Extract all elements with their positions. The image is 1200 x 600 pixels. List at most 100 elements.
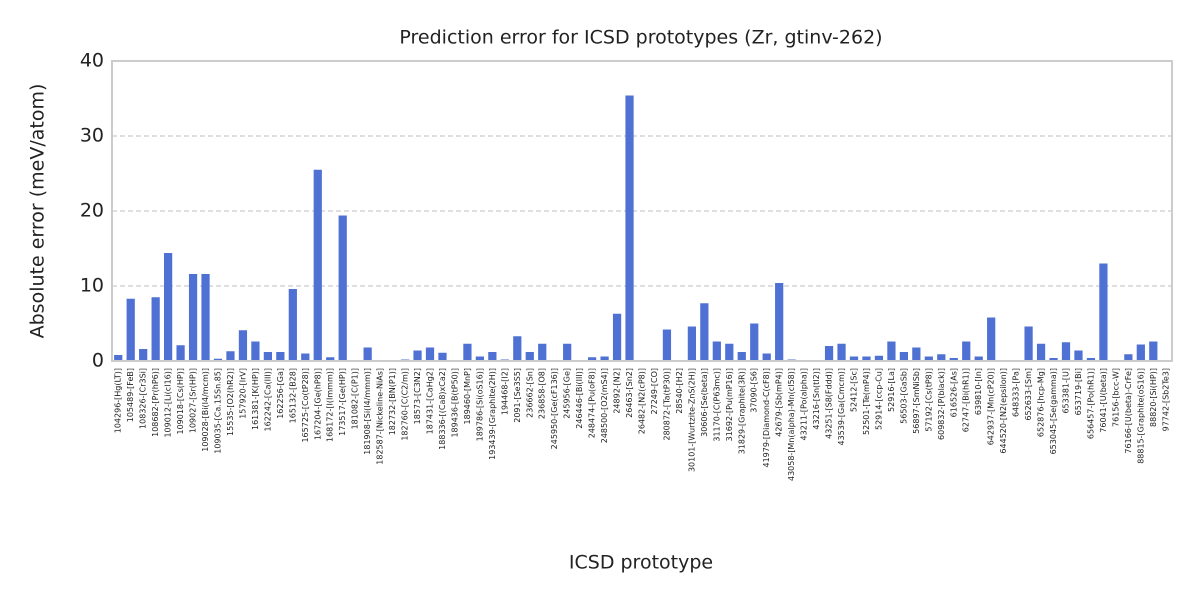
x-tick-label: 37090-[S6]: [750, 368, 759, 413]
x-tick-label: 609832-[P(black)]: [937, 368, 946, 440]
x-tick-label: 88820-[Si(HP)]: [1149, 368, 1158, 427]
y-tick-label: 10: [80, 275, 104, 297]
bar: [251, 341, 260, 361]
bar: [1061, 342, 1071, 361]
y-tick-label: 30: [80, 125, 104, 147]
x-tick-label: 15535-[O2(hR2)]: [226, 368, 235, 436]
bar: [750, 323, 759, 361]
bar: [662, 329, 672, 361]
x-tick-label: 644520-[N2(epsilon)]: [999, 368, 1008, 454]
x-tick-label: 280872-[Ta(tP30)]: [662, 368, 671, 441]
bar: [700, 303, 709, 361]
x-tick-label: 97742-[Sb2Te3]: [1161, 368, 1170, 431]
bar: [849, 356, 859, 361]
bar: [962, 341, 971, 361]
bar: [413, 350, 422, 361]
bar: [874, 355, 884, 361]
bar: [1036, 343, 1046, 361]
x-tick-label: 76156-[bcc-W]: [1111, 368, 1120, 427]
x-tick-label: 42679-[Sb(mP4)]: [775, 368, 784, 437]
x-tick-label: 108326-[Cr3Si]: [139, 368, 148, 429]
x-tick-label: 236662-[Sn]: [525, 368, 534, 418]
bar: [712, 341, 721, 361]
bar: [313, 169, 322, 361]
chart-title: Prediction error for ICSD prototypes (Zr…: [399, 27, 882, 49]
x-tick-label: 245950-[Ge(cF136)]: [550, 368, 559, 449]
x-tick-label: 189460-[MnP]: [463, 368, 472, 424]
x-tick-label: 248474-[Pu(oF8)]: [588, 368, 597, 438]
y-tick-label: 0: [92, 350, 104, 372]
bar: [425, 347, 435, 361]
x-tick-label: 157920-[IrV]: [238, 368, 247, 419]
x-tick-label: 162242-[Ca(III)]: [263, 368, 272, 431]
x-tick-label: 109035-[Ca.15Sn.85]: [214, 368, 223, 454]
bar: [326, 357, 335, 361]
x-tick-label: 62747-[Bi(hR1)]: [962, 368, 971, 432]
bar: [338, 215, 347, 361]
x-tick-label: 28540-[H2]: [675, 368, 684, 414]
x-tick-label: 162256-[Ga]: [276, 368, 285, 419]
x-tick-label: 31170-[C(P63mc)]: [712, 368, 721, 442]
x-tick-label: 76041-[U(beta)]: [1099, 368, 1108, 433]
x-tick-label: 642937-[Mn(cP20)]: [987, 368, 996, 445]
bar: [1149, 341, 1158, 361]
x-tick-label: 189786-[Si(oS16)]: [475, 368, 484, 441]
x-tick-label: 43251-[S8(Fddd)]: [825, 368, 834, 439]
bar: [625, 95, 634, 361]
x-tick-label: 57192-[Cs(tP8)]: [924, 368, 933, 432]
x-tick-label: 193439-[Graphite(2H)]: [488, 368, 497, 460]
x-tick-label: 648333-[Pa]: [1012, 368, 1021, 417]
bar: [912, 347, 921, 361]
x-tick-label: 109028-[Bi(I4/mcm)]: [201, 368, 210, 452]
bar: [463, 343, 472, 361]
bar: [725, 343, 734, 361]
x-tick-label: 236858-[O8]: [538, 368, 547, 419]
x-tick-label: 41979-[Diamond-C(cF8)]: [762, 368, 771, 468]
bar: [1049, 358, 1058, 361]
x-tick-label: 653381-[U]: [1062, 368, 1071, 414]
bar: [974, 356, 983, 361]
x-tick-label: 245956-[Ge]: [563, 368, 572, 419]
y-tick-label: 40: [80, 50, 104, 72]
bar: [1024, 326, 1033, 361]
bar: [987, 317, 996, 361]
bar: [151, 297, 160, 361]
x-tick-label: 109018-[Cs(HP)]: [176, 368, 185, 435]
bar: [475, 356, 484, 361]
bar: [862, 356, 871, 361]
bar: [114, 355, 123, 361]
bar: [588, 357, 597, 361]
bar: [139, 349, 148, 361]
x-tick-label: 108682-[Pr(hP6)]: [151, 368, 160, 437]
bar: [775, 283, 784, 361]
x-tick-label: 639810-[In]: [974, 368, 983, 415]
x-tick-label: 76166-[U(beta)-CrFe]: [1124, 368, 1133, 454]
bar: [887, 341, 896, 361]
x-tick-label: 161381-[K(HP)]: [251, 368, 260, 430]
x-tick-label: 182732-[BN(P1)]: [388, 368, 397, 435]
bar: [363, 347, 372, 361]
bar: [538, 343, 547, 361]
x-tick-label: 656457-[Po(hR1)]: [1086, 368, 1095, 439]
plot-frame: [111, 60, 1173, 362]
x-tick-label: 2091-[Se3S5]: [513, 368, 522, 423]
bar: [126, 298, 135, 361]
x-tick-label: 52914-[ccp-Cu]: [874, 368, 883, 430]
x-tick-label: 189436-[B(tP50)]: [450, 368, 459, 438]
bar: [737, 352, 746, 361]
x-tick-label: 56503-[GaSb]: [899, 368, 908, 424]
x-tick-label: 652876-[hcp-Mg]: [1037, 368, 1046, 437]
bar: [513, 336, 522, 361]
bar: [924, 356, 933, 361]
bar: [1124, 354, 1133, 361]
x-tick-label: 653719-[Bi]: [1074, 368, 1083, 415]
bar: [263, 352, 272, 361]
x-tick-label: 109012-[Li(cI16)]: [164, 368, 173, 438]
x-tick-label: 56897-[SmNiSb]: [912, 368, 921, 434]
x-tick-label: 194468-[I2]: [500, 368, 509, 415]
bar: [1074, 350, 1083, 361]
x-tick-label: 30606-[Se(beta)]: [700, 368, 709, 437]
bar: [226, 351, 235, 361]
x-tick-label: 30101-[Wurtzite-ZnS(2H)]: [687, 368, 696, 472]
